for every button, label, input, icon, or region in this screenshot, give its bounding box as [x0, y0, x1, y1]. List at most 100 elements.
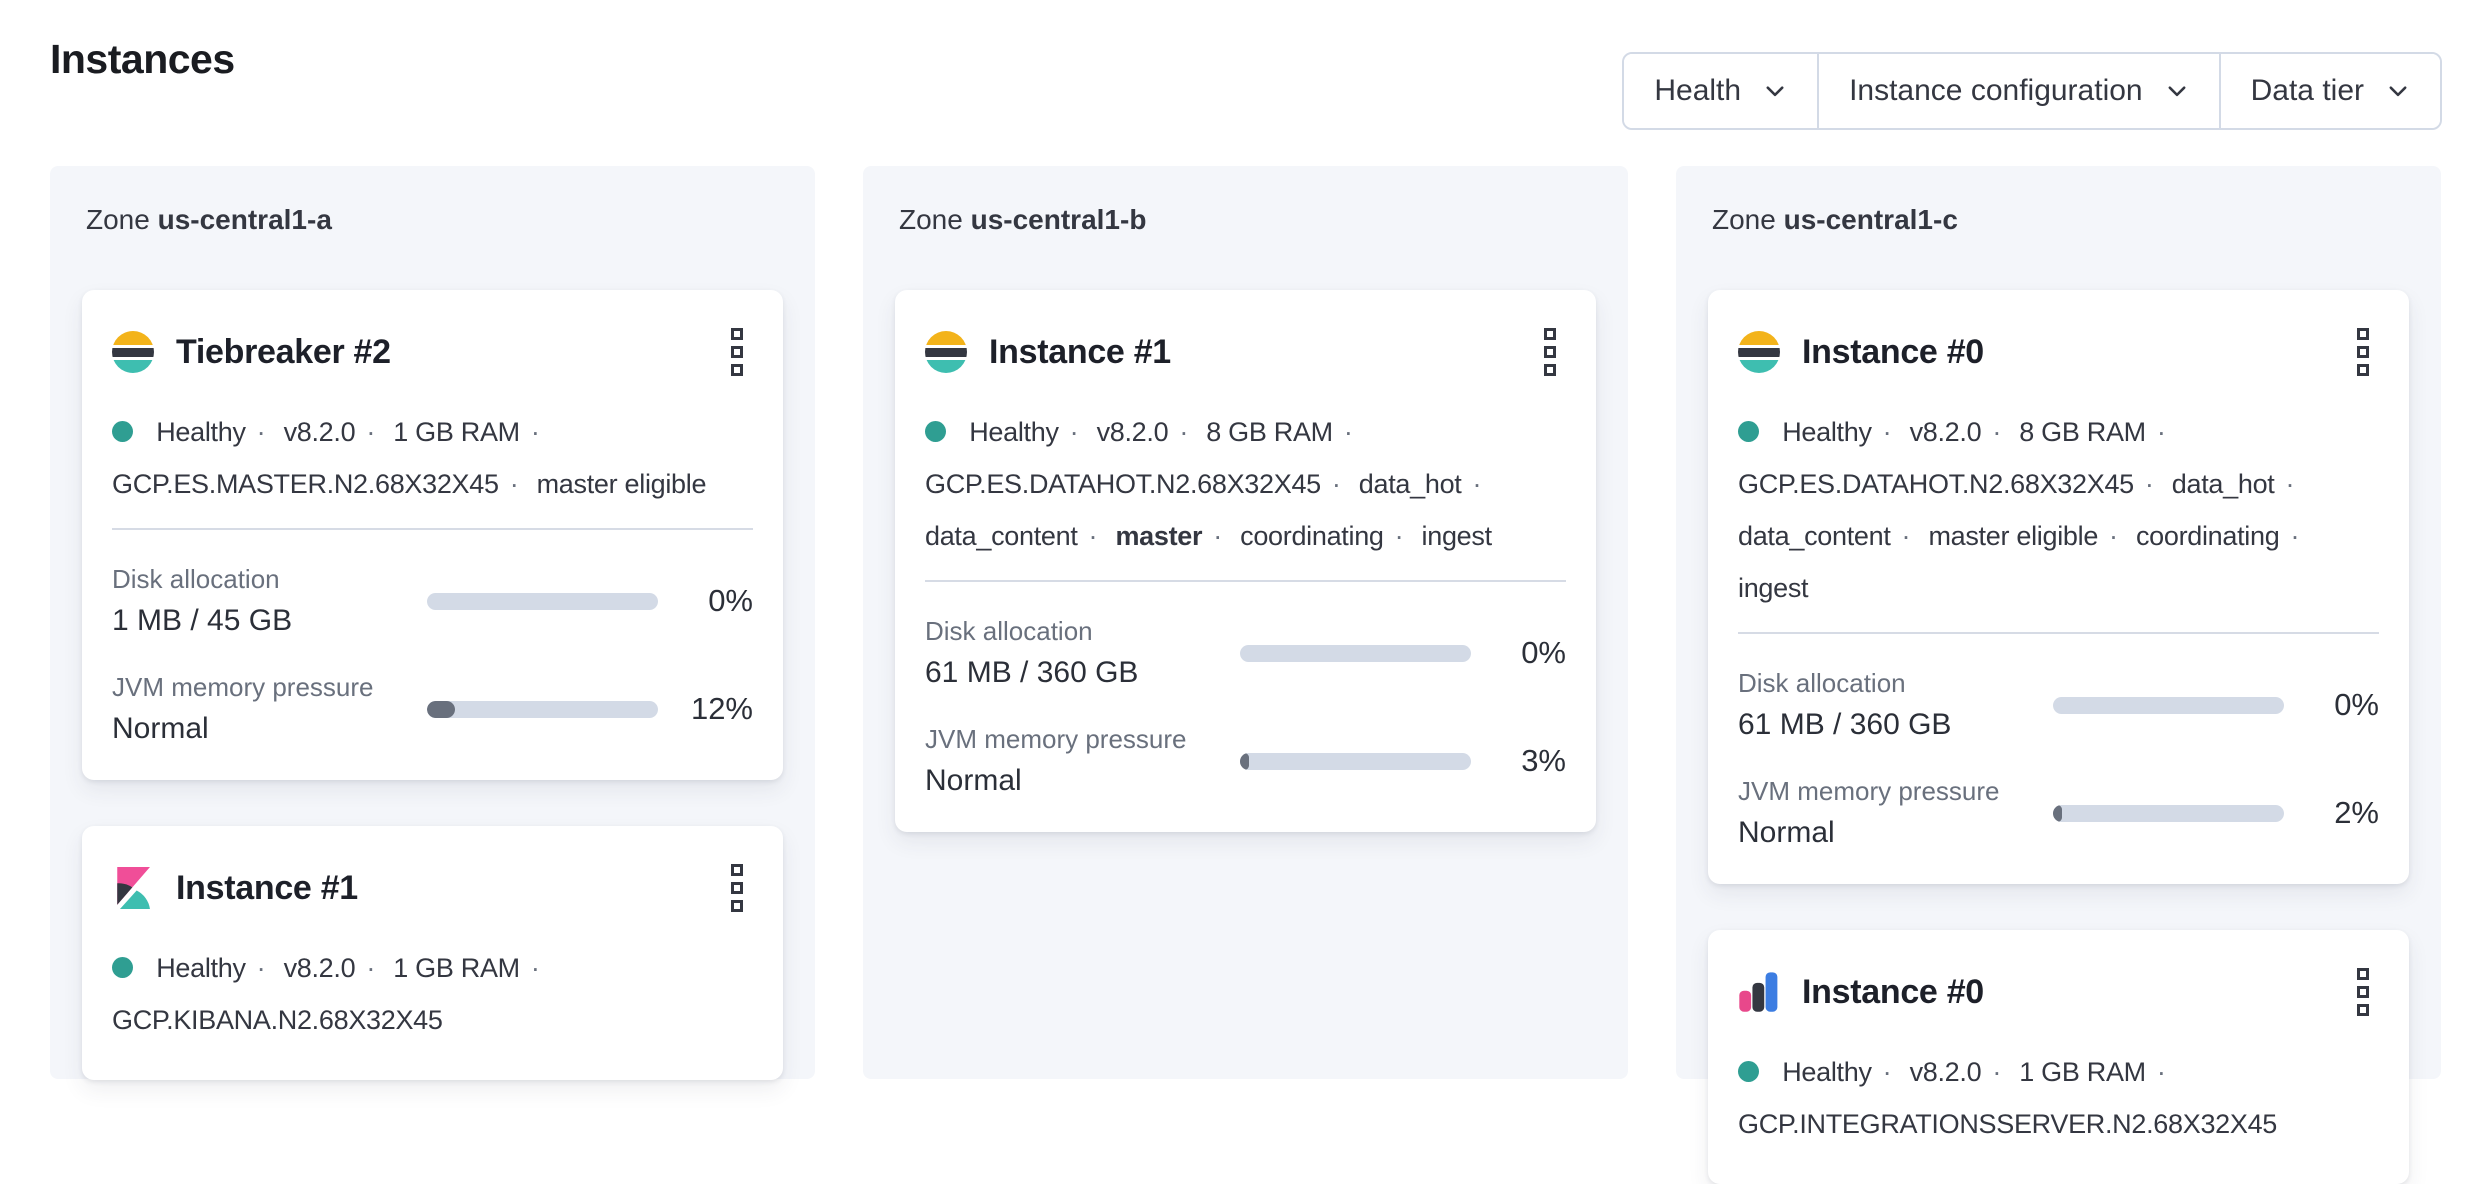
status-part: v8.2.0 · — [1909, 417, 2002, 447]
zone-label-prefix: Zone — [1712, 204, 1784, 235]
metric-label: Disk allocation — [112, 564, 280, 594]
status-separator: · — [1992, 1057, 2002, 1087]
zones-row: Zone us-central1-a — [0, 166, 2490, 1184]
status-separator: · — [1882, 417, 1892, 447]
metric-progress-bar — [427, 592, 658, 610]
status-separator: · — [2144, 469, 2154, 499]
filter-group: Health Instance configuration Data tier — [1622, 52, 2442, 130]
metric-row: Disk allocation 61 MB / 360 GB 0% — [925, 616, 1566, 690]
zone-label: Zone us-central1-a — [86, 204, 783, 236]
status-part: coordinating · — [2135, 521, 2300, 551]
filter-button-data-tier[interactable]: Data tier — [2218, 54, 2440, 128]
zone-panel: Zone us-central1-a — [50, 166, 815, 1080]
status-part: Healthy · — [969, 417, 1079, 447]
page-header: Instances Health Instance configuration … — [0, 0, 2490, 130]
card-metrics: Disk allocation 61 MB / 360 GB 0% JVM me… — [1738, 668, 2379, 850]
status-part: ingest — [1421, 521, 1493, 551]
zone-name: us-central1-a — [157, 204, 332, 235]
metric-percent: 0% — [1521, 635, 1566, 670]
chevron-down-icon — [2168, 86, 2186, 97]
metric-progress-fill — [427, 700, 455, 718]
status-separator: · — [1394, 521, 1404, 551]
status-separator: · — [2290, 521, 2300, 551]
vertical-dots-menu-icon[interactable] — [721, 320, 753, 384]
card-header: Instance #1 — [925, 320, 1566, 384]
status-separator: · — [1088, 521, 1098, 551]
instance-title: Tiebreaker #2 — [176, 332, 391, 371]
instance-card: Instance #1 Healthy · v8.2.0 · 1 GB RAM · G… — [82, 826, 783, 1080]
card-divider — [112, 528, 753, 530]
zone-panel: Zone us-central1-c — [1676, 166, 2441, 1184]
elasticsearch-icon — [925, 331, 967, 373]
status-part: GCP.ES.DATAHOT.N2.68X32X45 · — [1738, 469, 2154, 499]
instance-status-line: Healthy · v8.2.0 · 1 GB RAM · GCP.KIBANA.N2… — [112, 942, 753, 1046]
instance-status-line: Healthy · v8.2.0 · 1 GB RAM · GCP.ES.MASTER… — [112, 406, 753, 510]
card-divider — [1738, 632, 2379, 634]
vertical-dots-menu-icon[interactable] — [721, 856, 753, 920]
elasticsearch-icon — [112, 331, 154, 373]
metric-progress-bar — [1240, 752, 1471, 770]
vertical-dots-menu-icon[interactable] — [2347, 320, 2379, 384]
instance-status-line: Healthy · v8.2.0 · 8 GB RAM · GCP.ES.DATAHO… — [925, 406, 1566, 562]
status-part: GCP.ES.DATAHOT.N2.68X32X45 · — [925, 469, 1341, 499]
status-separator: · — [366, 953, 376, 983]
status-part: master eligible · — [1928, 521, 2118, 551]
health-dot-icon — [112, 421, 133, 442]
status-separator: · — [1213, 521, 1222, 551]
metric-value: 61 MB / 360 GB — [1738, 708, 1952, 741]
status-part: v8.2.0 · — [1096, 417, 1189, 447]
vertical-dots-menu-icon[interactable] — [1534, 320, 1566, 384]
status-part: master · — [1115, 521, 1222, 551]
metric-row: Disk allocation 1 MB / 45 GB 0% — [112, 564, 753, 638]
status-separator: · — [256, 953, 266, 983]
status-part: Healthy · — [1782, 417, 1892, 447]
card-header: Tiebreaker #2 — [112, 320, 753, 384]
status-separator: · — [530, 953, 540, 983]
metric-value: Normal — [1738, 816, 1835, 849]
zone-name: us-central1-c — [1783, 204, 1958, 235]
filter-label: Health — [1654, 74, 1742, 107]
status-separator: · — [1343, 417, 1353, 447]
instance-title: Instance #1 — [989, 332, 1171, 371]
health-dot-icon — [1738, 1061, 1759, 1082]
status-part: v8.2.0 · — [283, 953, 376, 983]
status-separator: · — [1992, 417, 2002, 447]
metric-label: JVM memory pressure — [112, 672, 374, 702]
status-separator: · — [256, 417, 266, 447]
status-separator: · — [366, 417, 376, 447]
card-header: Instance #0 — [1738, 960, 2379, 1024]
metric-label: JVM memory pressure — [1738, 776, 2000, 806]
zone-label: Zone us-central1-b — [899, 204, 1596, 236]
metric-value: 1 MB / 45 GB — [112, 604, 293, 637]
instance-title: Instance #0 — [1802, 972, 1984, 1011]
status-part: data_content · — [1738, 521, 1911, 551]
metric-row: JVM memory pressure Normal 3% — [925, 724, 1566, 798]
instance-card: Instance #0 Healthy · v8.2.0 · 1 GB RAM · G… — [1708, 930, 2409, 1184]
metric-percent: 12% — [690, 691, 753, 726]
filter-button-instance-configuration[interactable]: Instance configuration — [1817, 54, 2219, 128]
status-part: master eligible — [536, 469, 707, 499]
card-metrics: Disk allocation 61 MB / 360 GB 0% JVM me… — [925, 616, 1566, 798]
metric-label: JVM memory pressure — [925, 724, 1187, 754]
metric-progress-bar — [1240, 644, 1471, 662]
filter-button-health[interactable]: Health — [1624, 54, 1818, 128]
card-metrics: Disk allocation 1 MB / 45 GB 0% JVM memo… — [112, 564, 753, 746]
status-separator: · — [2156, 1057, 2166, 1087]
metric-row: Disk allocation 61 MB / 360 GB 0% — [1738, 668, 2379, 742]
zone-cards: Instance #1 Healthy · v8.2.0 · 8 GB RAM · G… — [895, 290, 1596, 832]
instance-card: Tiebreaker #2 Healthy · v8.2.0 · 1 GB RAM ·… — [82, 290, 783, 780]
vertical-dots-menu-icon[interactable] — [2347, 960, 2379, 1024]
status-part: 8 GB RAM · — [2019, 417, 2166, 447]
filter-label: Instance configuration — [1849, 74, 2143, 107]
status-separator: · — [1882, 1057, 1892, 1087]
page-title: Instances — [50, 36, 235, 82]
status-separator: · — [1901, 521, 1911, 551]
zone-cards: Instance #0 Healthy · v8.2.0 · 8 GB RAM · G… — [1708, 290, 2409, 1184]
metric-label: Disk allocation — [925, 616, 1093, 646]
health-dot-icon — [112, 957, 133, 978]
status-separator: · — [2285, 469, 2295, 499]
metric-progress-bar — [2053, 804, 2284, 822]
health-dot-icon — [1738, 421, 1759, 442]
status-separator: · — [1069, 417, 1079, 447]
status-separator: · — [1472, 469, 1482, 499]
